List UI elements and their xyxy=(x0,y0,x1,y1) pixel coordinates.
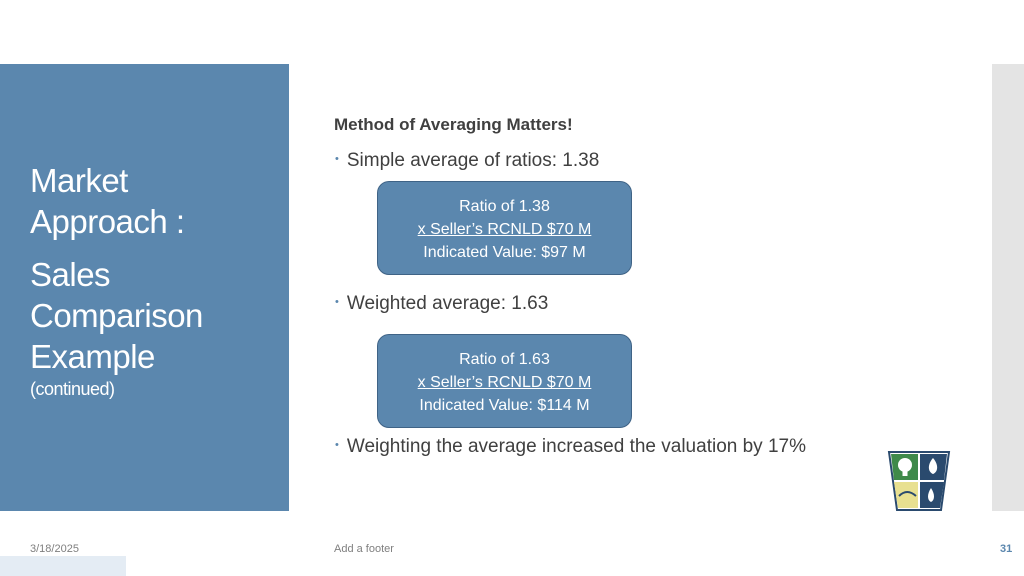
utility-shield-logo-icon xyxy=(887,451,951,511)
footer-date: 3/18/2025 xyxy=(30,543,79,555)
title-line-2: Approach : xyxy=(30,203,185,240)
bullet-dot-icon: • xyxy=(335,296,339,308)
bullet-weighted-average: • Weighted average: 1.63 xyxy=(335,293,548,315)
callout-line-1: Ratio of 1.38 xyxy=(459,198,550,215)
bullet-text: Weighting the average increased the valu… xyxy=(346,436,806,457)
subtitle-line-2: Comparison xyxy=(30,297,203,334)
bullet-dot-icon: • xyxy=(335,153,339,165)
content-heading: Method of Averaging Matters! xyxy=(334,115,573,134)
slide-subtitle: Sales Comparison Example (continued) xyxy=(30,254,280,401)
callout-line-3: Indicated Value: $114 M xyxy=(419,397,590,414)
callout-simple-average: Ratio of 1.38 x Seller’s RCNLD $70 M Ind… xyxy=(377,181,632,275)
slide-title: Market Approach : Sales Comparison Examp… xyxy=(30,160,280,401)
callout-line-1: Ratio of 1.63 xyxy=(459,351,550,368)
footer-accent-bar xyxy=(0,556,126,576)
callout-line-2: x Seller’s RCNLD $70 M xyxy=(417,374,592,391)
subtitle-line-4: (continued) xyxy=(30,379,115,399)
right-scroll-strip xyxy=(992,64,1024,511)
title-panel xyxy=(0,64,289,511)
callout-weighted-average: Ratio of 1.63 x Seller’s RCNLD $70 M Ind… xyxy=(377,334,632,428)
bullet-text: Weighted average: 1.63 xyxy=(346,293,549,314)
subtitle-line-1: Sales xyxy=(30,256,111,293)
title-line-1: Market xyxy=(30,162,128,199)
footer-text: Add a footer xyxy=(334,543,394,555)
callout-line-3: Indicated Value: $97 M xyxy=(423,244,586,261)
bullet-dot-icon: • xyxy=(335,439,339,451)
page-number: 31 xyxy=(1000,543,1013,555)
bullet-text: Simple average of ratios: 1.38 xyxy=(346,150,600,171)
subtitle-line-3: Example xyxy=(30,338,155,375)
bullet-simple-average: • Simple average of ratios: 1.38 xyxy=(335,150,599,172)
callout-line-2: x Seller’s RCNLD $70 M xyxy=(417,221,592,238)
bullet-valuation-increase: • Weighting the average increased the val… xyxy=(335,436,806,458)
